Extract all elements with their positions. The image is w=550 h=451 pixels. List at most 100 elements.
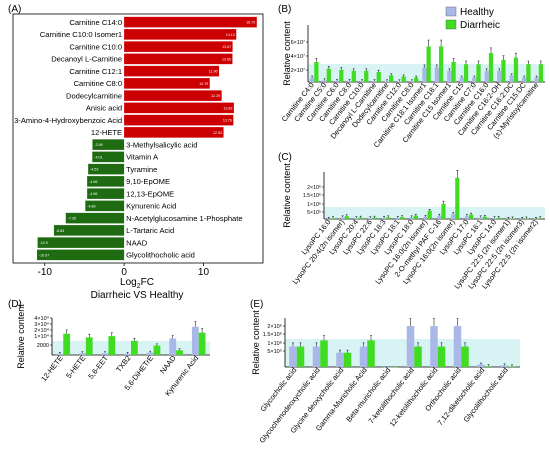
panel-e-bar-diarrheic	[367, 340, 375, 367]
panel-a-bar	[124, 102, 234, 114]
panel-e-bar-healthy	[430, 326, 438, 367]
panel-b-bar-healthy	[422, 67, 427, 82]
panel-a-bar	[65, 212, 125, 224]
panel-b-bar-diarrheic	[476, 64, 481, 82]
panel-b-bar-diarrheic	[438, 46, 444, 82]
panel-e-y-axis-label: Relative content	[251, 310, 261, 375]
panel-a-frame	[12, 13, 264, 264]
panel-a-value-label: 14.13	[226, 33, 235, 37]
panel-c-y-tick-label: 1.5×10⁶	[303, 193, 321, 199]
panel-a-category-label: Carnitine C10:0 Isomer1	[40, 30, 122, 39]
panel-d-category-label: TXB2	[114, 354, 132, 374]
panel-a-value-label: 12.29	[211, 94, 220, 98]
panel-e-bar-healthy	[336, 352, 344, 367]
panel-c-bar-diarrheic	[496, 217, 501, 219]
panel-c-bar-healthy	[437, 215, 442, 219]
panel-a-category-label: Tyramine	[126, 165, 157, 174]
panel-e-bar-diarrheic	[437, 346, 446, 367]
panel-b-bar-healthy	[334, 80, 340, 82]
panel-e-bar-diarrheic	[508, 366, 516, 367]
panel-label-e: (E)	[250, 299, 263, 310]
panel-b-bar-diarrheic	[488, 53, 494, 82]
panel-c-y-tick-label: 2×10⁶	[307, 185, 321, 191]
panel-c-bar-healthy	[340, 217, 345, 219]
panel-a-category-label: Decanoyl L-Carnitine	[51, 55, 122, 64]
panel-a-x-tick-label: 10	[198, 267, 210, 278]
panel-a-x-tick-label: -10	[38, 267, 53, 278]
panel-a-bar	[124, 65, 220, 77]
panel-a-category-label: 3-Amino-4-Hydroxybenzoic Acid	[14, 116, 122, 125]
panel-c-bar-diarrheic	[358, 217, 363, 219]
panel-a-category-label: Carnitine C8:0	[74, 79, 123, 88]
panel-label-d: (D)	[8, 299, 22, 310]
panel-b-bar-healthy	[534, 77, 539, 82]
panel-e-bar-diarrheic	[484, 366, 493, 367]
panel-b-bar-diarrheic	[526, 64, 531, 82]
panel-a-value-label: -3.99	[94, 143, 102, 147]
panel-a-value-label: -10.9	[40, 241, 48, 245]
panel-a-bar	[92, 139, 125, 150]
panel-a-bar	[53, 225, 125, 236]
panel-b-bar-healthy	[484, 70, 489, 82]
panel-a-value-label: 13.67	[222, 45, 231, 49]
panel-a-bar	[37, 249, 125, 261]
panel-a-bar	[87, 176, 125, 187]
panel-d-bar-healthy	[169, 338, 177, 355]
panel-a-bar	[124, 78, 210, 89]
panel-c-bar-diarrheic	[372, 217, 377, 219]
panel-e-bar-diarrheic	[320, 340, 328, 367]
panel-c-bar-diarrheic	[413, 215, 418, 219]
panel-d-bar-diarrheic	[198, 332, 206, 355]
panel-label-a: (A)	[8, 4, 21, 15]
panel-a-category-label: Dodecylcarnitine	[66, 91, 122, 100]
panel-a-bar	[124, 29, 237, 40]
panel-b-bar-diarrheic	[339, 69, 344, 82]
panel-b-bar-diarrheic	[513, 57, 519, 82]
panel-b-bar-diarrheic	[326, 68, 331, 82]
panel-d-y-tick-label: 1×10⁴	[34, 333, 49, 340]
panel-d-bar-healthy	[191, 326, 199, 355]
panel-a-bar	[88, 163, 125, 175]
panel-a-value-label: 13.83	[223, 106, 232, 110]
panel-a-value-label: -4.01	[94, 155, 102, 159]
panel-b-bar-diarrheic	[364, 70, 369, 82]
panel-d-category-label: NAAD	[158, 354, 178, 376]
panel-b-bar-diarrheic	[538, 64, 544, 82]
panel-c-bar-diarrheic	[524, 218, 529, 219]
panel-a-bar	[87, 188, 125, 199]
panel-c-bar-diarrheic	[386, 217, 391, 219]
panel-a-bar	[124, 90, 222, 101]
panel-d-y-tick-label: 3×10⁴	[34, 321, 49, 328]
panel-b-bar-healthy	[497, 70, 502, 82]
panel-b-bar-healthy	[359, 81, 365, 82]
panel-a-value-label: -4.89	[87, 204, 95, 208]
panel-a-bar	[92, 151, 125, 163]
panel-c-bar-diarrheic	[441, 203, 446, 219]
legend: Healthy Diarrheic	[445, 6, 500, 31]
panel-c-bar-diarrheic	[455, 177, 460, 219]
panel-c-bar-healthy	[464, 216, 470, 219]
panel-label-b: (B)	[278, 4, 291, 15]
panel-d-y-tick-label: 2000	[37, 343, 49, 349]
panel-a-value-label: -7.35	[68, 217, 76, 221]
panel-b-bar-healthy	[309, 77, 315, 82]
panel-a-value-label: 16.72	[246, 21, 255, 25]
panel-e-bar-healthy	[477, 364, 485, 367]
panel-a-category-label: Carnitine C12:1	[69, 67, 122, 76]
panel-b-bar-diarrheic	[451, 62, 456, 82]
panel-b-bar-diarrheic	[314, 62, 319, 82]
panel-e-bar-diarrheic	[343, 352, 352, 367]
panel-c-bar-healthy	[382, 217, 387, 219]
panel-b-y-tick-label: 6×10⁷	[291, 39, 305, 46]
panel-e-y-tick-label: 2×10⁶	[267, 323, 282, 330]
panel-a-value-label: 10.79	[199, 82, 208, 86]
panel-c-bar-healthy	[492, 218, 497, 219]
panel-a-value-label: -4.66	[89, 180, 97, 184]
panel-c-band	[324, 207, 545, 219]
panel-d-bar-healthy	[101, 353, 109, 355]
panel-a-chart: 16.72 Carnitine C14:0 14.13 Carnitine C10:0…	[12, 13, 264, 301]
panel-b-bar-healthy	[434, 67, 439, 82]
panel-a-category-label: 12,13-EpOME	[126, 189, 174, 198]
